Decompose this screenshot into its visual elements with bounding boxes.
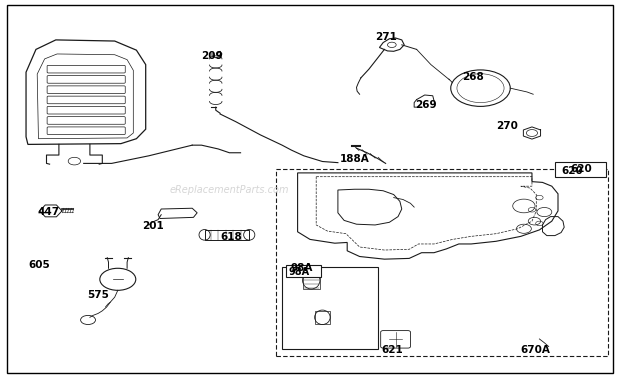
Text: 605: 605: [28, 260, 50, 270]
Text: 98A: 98A: [289, 267, 310, 277]
Text: 271: 271: [375, 32, 397, 42]
Bar: [286, 265, 321, 277]
Text: 670A: 670A: [521, 345, 551, 355]
Text: 270: 270: [496, 121, 518, 131]
Text: 620: 620: [570, 164, 592, 174]
Text: 188A: 188A: [340, 154, 370, 163]
Text: 621: 621: [381, 345, 403, 355]
Bar: [205, 230, 249, 240]
Text: 447: 447: [37, 207, 60, 217]
Bar: [555, 162, 606, 177]
Bar: [303, 272, 320, 289]
Text: 268: 268: [462, 72, 484, 82]
Bar: [315, 311, 330, 324]
Text: 209: 209: [202, 51, 223, 61]
Text: 618: 618: [220, 232, 242, 242]
Bar: [276, 169, 608, 356]
Bar: [282, 267, 378, 349]
Text: 620: 620: [561, 166, 583, 176]
Text: eReplacementParts.com: eReplacementParts.com: [170, 185, 289, 195]
Text: 98A: 98A: [290, 263, 312, 272]
Text: 201: 201: [143, 221, 164, 231]
Text: 575: 575: [87, 290, 108, 300]
Text: 269: 269: [415, 100, 437, 110]
